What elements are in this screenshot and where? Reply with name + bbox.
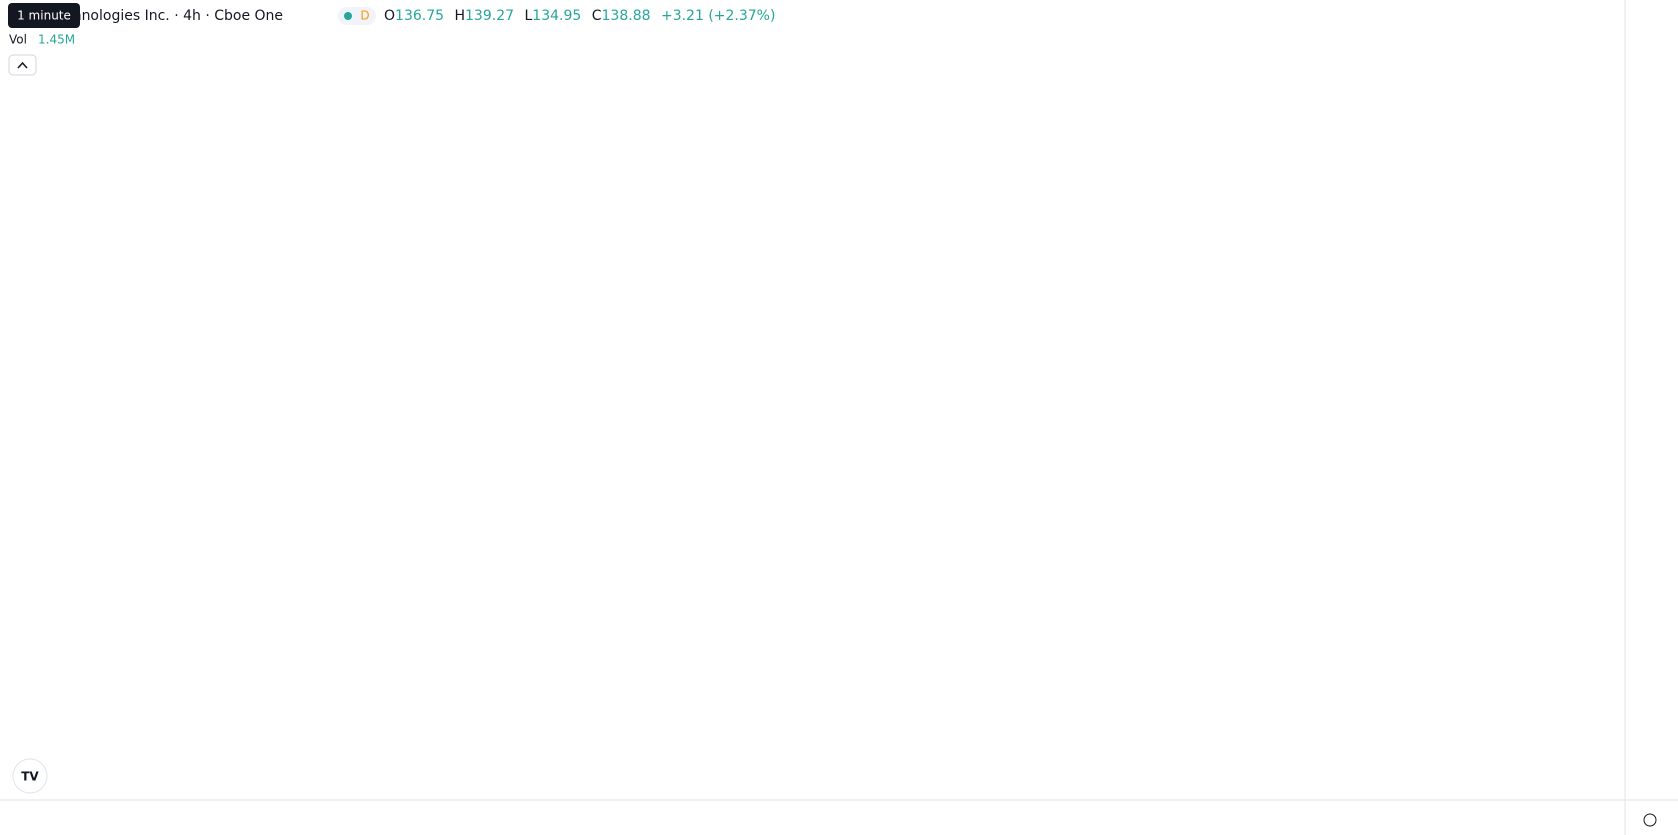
ohlc-value: 136.75 xyxy=(395,8,444,24)
badge: D xyxy=(360,9,369,23)
collapse-icon xyxy=(17,61,28,69)
vol-value: 1.45M xyxy=(38,33,75,47)
ohlc-label: L xyxy=(524,8,532,24)
status-pill xyxy=(338,7,376,25)
logo[interactable] xyxy=(12,758,48,794)
change: +3.21 (+2.37%) xyxy=(661,8,775,24)
ohlc-value: 134.95 xyxy=(532,8,581,24)
settings-icon[interactable] xyxy=(1643,813,1657,827)
ohlc-value: 139.27 xyxy=(465,8,514,24)
collapse-button[interactable] xyxy=(8,54,37,76)
ohlc-label: H xyxy=(454,8,465,24)
tooltip-text: 1 minute xyxy=(17,9,71,23)
vol-label: Vol xyxy=(9,33,27,47)
logo-mark: TV xyxy=(21,770,39,784)
ohlc-value: 138.88 xyxy=(602,8,651,24)
market-dot xyxy=(344,12,352,20)
tooltip xyxy=(8,3,80,28)
ohlc-label: C xyxy=(592,8,602,24)
ohlc-label: O xyxy=(384,8,395,24)
symbol-title: r Technologies Inc. · 4h · Cboe One xyxy=(40,8,283,24)
ohlc-row: O136.75 H139.27 L134.95 C138.88 +3.21 (+… xyxy=(384,8,775,24)
legend: r Technologies Inc. · 4h · Cboe One D O1… xyxy=(8,3,775,76)
